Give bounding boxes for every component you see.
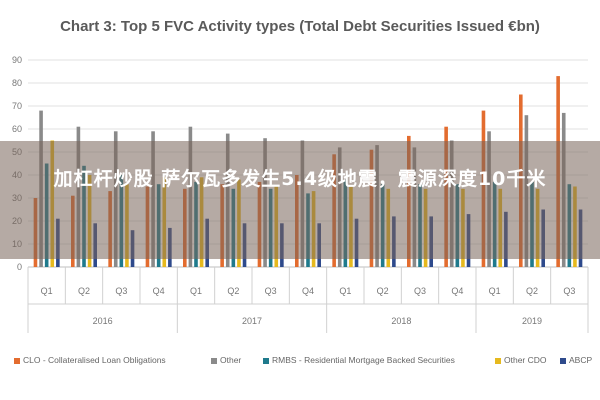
x-tick-label: Q2 [377,286,389,296]
overlay-banner [0,141,600,259]
legend-label: CLO - Collateralised Loan Obligations [23,355,166,365]
x-tick-label: Q2 [78,286,90,296]
legend-label: Other [220,355,242,365]
chart-legend: CLO - Collateralised Loan Obligations Oth… [10,355,600,369]
legend-item: CLO - Collateralised Loan Obligations [14,355,166,365]
x-tick-label: Q4 [153,286,165,296]
x-tick-label: Q3 [265,286,277,296]
x-tick-label: Q2 [526,286,538,296]
x-tick-label: Q2 [227,286,239,296]
x-tick-label: Q3 [563,286,575,296]
year-label: 2016 [93,316,113,326]
legend-swatch [14,357,20,364]
chart-title: Chart 3: Top 5 FVC Activity types (Total… [60,18,540,35]
x-tick-label: Q4 [451,286,463,296]
legend-label: Other CDO [504,355,547,365]
x-tick-label: Q1 [489,286,501,296]
legend-label: ABCP [569,355,593,365]
legend-swatch [560,357,566,364]
x-tick-label: Q4 [302,286,314,296]
x-tick-label: Q1 [339,286,351,296]
legend-item: Other CDO [495,355,547,365]
legend-swatch [263,357,269,364]
year-label: 2017 [242,316,262,326]
legend-item: RMBS - Residential Mortgage Backed Secur… [263,355,455,365]
legend-item: ABCP [560,355,592,365]
year-label: 2019 [522,316,542,326]
legend-label: RMBS - Residential Mortgage Backed Secur… [272,355,455,365]
legend-swatch [211,357,217,364]
y-tick-label: 70 [12,101,22,111]
y-tick-label: 80 [12,78,22,88]
legend-swatch [495,357,501,364]
x-tick-label: Q3 [115,286,127,296]
y-tick-label: 0 [17,262,22,272]
x-tick-label: Q3 [414,286,426,296]
x-tick-label: Q1 [41,286,53,296]
y-tick-label: 60 [12,124,22,134]
year-label: 2018 [391,316,411,326]
y-tick-label: 90 [12,55,22,65]
overlay-text: 加杠杆炒股 萨尔瓦多发生5.4级地震，震源深度10千米 [53,168,547,190]
x-tick-label: Q1 [190,286,202,296]
legend-item: Other [211,355,241,365]
